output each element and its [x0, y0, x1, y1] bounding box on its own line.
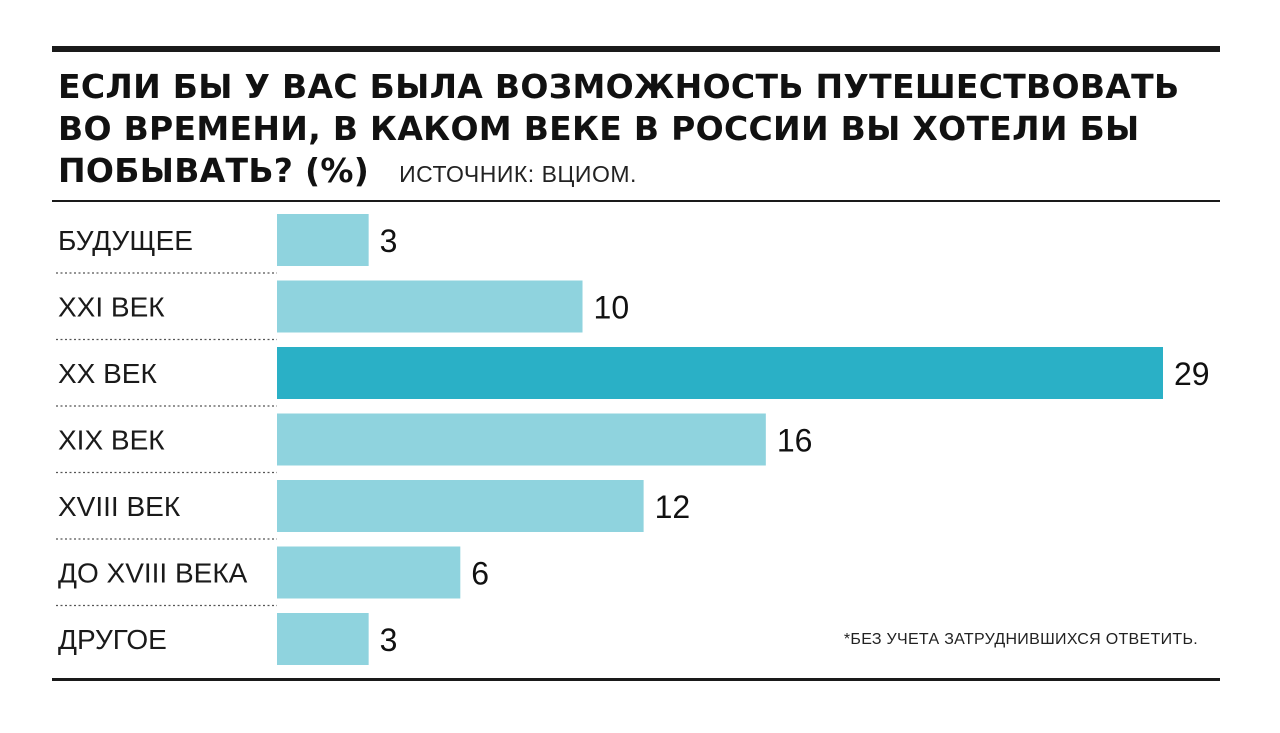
category-label-0: БУДУЩЕЕ	[58, 225, 193, 256]
chart-title: ЕСЛИ БЫ У ВАС БЫЛА ВОЗМОЖНОСТЬ ПУТЕШЕСТВ…	[58, 66, 1228, 195]
source-note: ИСТОЧНИК: ВЦИОМ.	[399, 161, 637, 187]
category-label-1: XXI ВЕК	[58, 292, 165, 323]
value-label-5: 6	[471, 556, 489, 592]
bar-4	[277, 480, 644, 532]
title-line-2: ВО ВРЕМЕНИ, В КАКОМ ВЕКЕ В РОССИИ ВЫ ХОТ…	[58, 109, 1140, 148]
bar-1	[277, 280, 583, 333]
header-rule	[52, 200, 1220, 202]
value-label-6: 3	[380, 622, 398, 658]
title-line-1: ЕСЛИ БЫ У ВАС БЫЛА ВОЗМОЖНОСТЬ ПУТЕШЕСТВ…	[58, 67, 1180, 106]
top-rule	[52, 46, 1220, 52]
value-label-4: 12	[655, 489, 691, 525]
bar-2	[277, 347, 1163, 399]
value-label-3: 16	[777, 423, 813, 459]
bottom-rule	[52, 678, 1220, 681]
footnote: *БЕЗ УЧЕТА ЗАТРУДНИВШИХСЯ ОТВЕТИТЬ.	[843, 631, 1198, 648]
value-label-2: 29	[1174, 356, 1210, 392]
category-label-6: ДРУГОЕ	[58, 624, 167, 655]
bar-3	[277, 413, 766, 466]
title-line-3: ПОБЫВАТЬ? (%)	[58, 151, 370, 190]
category-label-5: ДО XVIII ВЕКА	[58, 558, 248, 589]
category-label-2: XX ВЕК	[58, 358, 157, 389]
bar-6	[277, 613, 369, 665]
category-label-3: XIX ВЕК	[58, 425, 165, 456]
bar-5	[277, 546, 461, 599]
category-label-4: XVIII ВЕК	[58, 491, 181, 522]
bar-0	[277, 214, 369, 266]
value-label-0: 3	[380, 223, 398, 259]
value-label-1: 10	[594, 290, 630, 326]
